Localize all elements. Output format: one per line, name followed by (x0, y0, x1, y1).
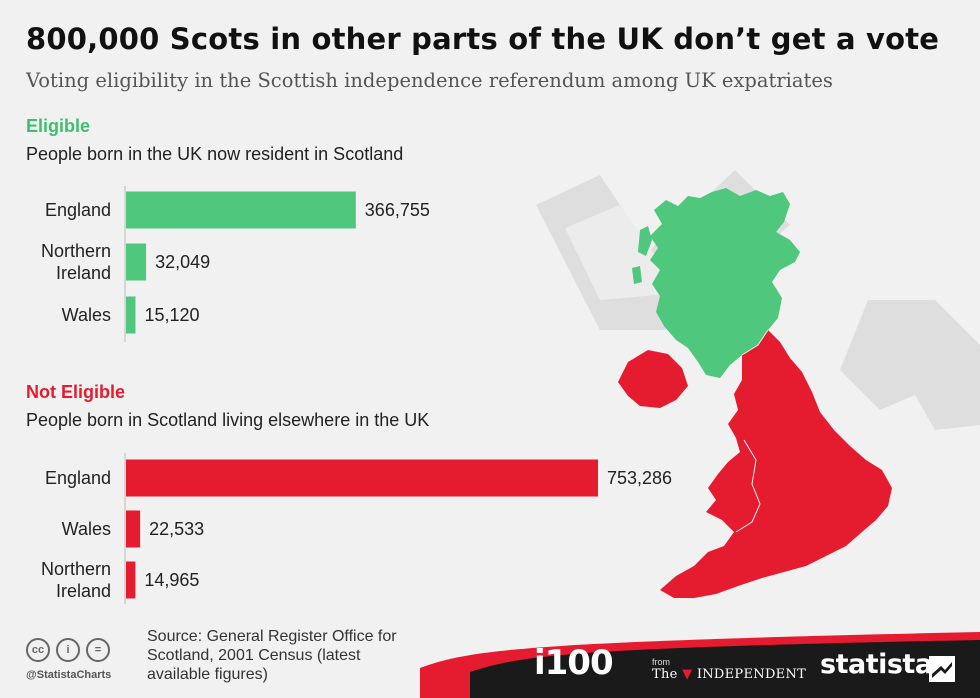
not-eligible-bar (126, 459, 598, 497)
eligible-bar (126, 296, 136, 334)
cc-icon: cc (26, 638, 50, 662)
map-hebrides (632, 226, 652, 284)
map-scotland (650, 188, 800, 378)
eligible-value-label: 366,755 (365, 200, 430, 220)
license-icons: cc i = (26, 638, 110, 662)
page-subtitle: Voting eligibility in the Scottish indep… (26, 69, 833, 92)
arrow-watermark-icon (840, 300, 980, 430)
independent-logo[interactable]: The ▼ INDEPENDENT (652, 667, 807, 682)
map-scotland-border (741, 329, 769, 356)
i100-logo[interactable]: i100 (534, 643, 614, 683)
not-eligible-category-label: Wales (62, 519, 111, 539)
not-eligible-heading: Not Eligible (26, 382, 125, 402)
independent-eagle-icon: ▼ (677, 667, 697, 682)
not-eligible-description: People born in Scotland living elsewhere… (26, 410, 430, 430)
not-eligible-value-label: 753,286 (607, 468, 672, 488)
not-eligible-category-label: Northern Ireland (41, 559, 111, 601)
eligible-value-label: 32,049 (155, 252, 210, 272)
eligible-category-label: Wales (62, 305, 111, 325)
map-england-wales (660, 330, 892, 598)
eligible-bar (126, 243, 147, 281)
statista-handle[interactable]: @StatistaCharts (26, 669, 112, 681)
eligible-value-label: 15,120 (144, 305, 199, 325)
map-northern-ireland (618, 350, 688, 408)
eligible-category-label: Northern Ireland (41, 241, 111, 283)
eligible-category-label: England (45, 200, 111, 220)
statista-logo[interactable]: statista (820, 649, 933, 680)
not-eligible-category-label: England (45, 468, 111, 488)
source-note: Source: General Register Office for Scot… (147, 628, 397, 683)
not-eligible-bar (126, 561, 136, 599)
not-eligible-value-label: 22,533 (149, 519, 204, 539)
not-eligible-value-label: 14,965 (144, 570, 199, 590)
from-label: from (652, 657, 670, 667)
by-icon: i (56, 638, 80, 662)
eligible-heading: Eligible (26, 116, 91, 136)
nd-icon: = (86, 638, 110, 662)
eligible-bar (126, 191, 356, 229)
eligible-description: People born in the UK now resident in Sc… (26, 144, 404, 164)
map-wales-border (735, 439, 761, 533)
not-eligible-bar (126, 510, 141, 548)
statista-mark-icon (929, 656, 955, 682)
page-title: 800,000 Scots in other parts of the UK d… (26, 22, 940, 56)
